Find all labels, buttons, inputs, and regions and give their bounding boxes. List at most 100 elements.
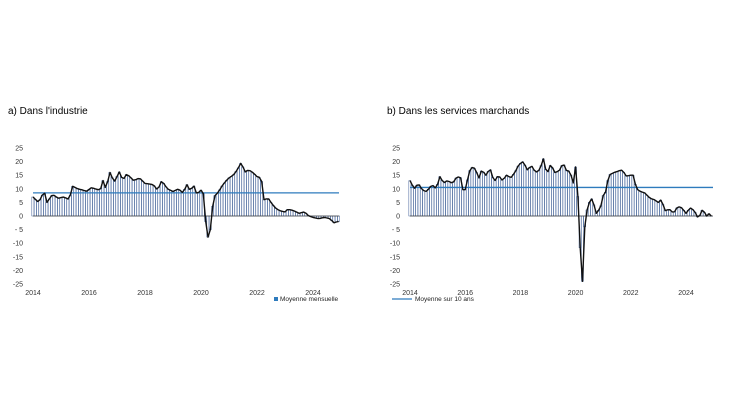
bar: [429, 186, 432, 217]
bar: [427, 189, 430, 217]
bar: [475, 172, 478, 217]
bar: [532, 169, 536, 217]
bar: [496, 176, 499, 217]
bar: [521, 161, 524, 217]
legend-swatch: [274, 297, 278, 301]
bar: [145, 183, 149, 217]
bar: [157, 186, 161, 217]
bar: [38, 199, 42, 217]
y-tick-label: 0: [396, 214, 400, 221]
bar: [124, 174, 128, 217]
bar: [171, 191, 175, 217]
bar: [654, 200, 658, 217]
y-tick-label: 10: [15, 186, 23, 193]
bar: [136, 178, 140, 217]
bar: [241, 166, 245, 217]
bar: [262, 199, 266, 217]
bar: [141, 180, 144, 217]
bar: [236, 167, 240, 217]
bar: [197, 192, 200, 217]
bar: [551, 167, 554, 217]
bar: [454, 177, 458, 217]
bar: [657, 202, 660, 217]
bar: [663, 210, 667, 217]
bar: [57, 197, 60, 217]
bar: [82, 190, 86, 217]
bar: [498, 176, 501, 217]
bar: [613, 172, 616, 217]
bar: [422, 190, 425, 217]
bar: [120, 177, 123, 217]
bar: [113, 180, 116, 217]
bar: [264, 198, 268, 217]
bar: [117, 171, 121, 217]
bar: [629, 174, 632, 217]
bar: [152, 185, 156, 217]
bar: [677, 206, 681, 217]
bar: [408, 180, 412, 217]
bar: [122, 178, 126, 217]
bar: [652, 199, 655, 217]
bar: [337, 215, 340, 222]
bar: [178, 189, 182, 217]
bar: [159, 181, 163, 217]
bar: [505, 174, 508, 217]
legend-label: Moyenne sur 10 ans: [415, 296, 475, 303]
y-tick-label: -15: [13, 254, 23, 261]
bar: [164, 186, 168, 217]
y-tick-label: 20: [15, 159, 23, 166]
bar: [150, 184, 154, 217]
bar: [500, 179, 504, 217]
y-tick-label: 15: [15, 173, 23, 180]
y-tick-label: 0: [19, 214, 23, 221]
bar: [103, 187, 107, 217]
bar: [52, 195, 56, 217]
bar: [528, 167, 531, 217]
bar: [199, 189, 203, 217]
x-tick-label: 2024: [305, 290, 321, 297]
legend-label: Moyenne mensuelle: [280, 296, 339, 303]
bar: [215, 193, 219, 217]
bar: [73, 187, 77, 217]
bar: [143, 183, 147, 217]
bar: [66, 198, 70, 217]
y-tick-label: 25: [15, 146, 23, 153]
bar: [491, 177, 494, 217]
x-tick-label: 2014: [25, 290, 41, 297]
bar: [512, 174, 515, 217]
bar: [255, 176, 259, 217]
bar: [484, 174, 488, 217]
bar: [507, 176, 511, 217]
bar: [567, 170, 570, 217]
bar: [436, 184, 439, 217]
bar: [514, 170, 517, 217]
bar: [624, 175, 628, 217]
bar: [640, 191, 644, 217]
bar: [473, 168, 476, 217]
bar: [131, 179, 135, 217]
bar: [47, 198, 51, 217]
bar: [502, 177, 506, 217]
bar: [445, 180, 448, 217]
y-tick-label: -25: [390, 282, 400, 289]
series-line: [409, 158, 712, 282]
bar: [516, 165, 520, 217]
bar: [539, 165, 543, 217]
bar: [456, 176, 460, 217]
y-tick-label: 5: [19, 200, 23, 207]
bar: [489, 169, 492, 217]
bar: [553, 172, 557, 217]
bar: [192, 185, 196, 217]
bar: [523, 165, 527, 217]
bar: [267, 198, 270, 217]
x-tick-label: 2022: [249, 290, 265, 297]
bar: [560, 165, 563, 217]
bar: [509, 177, 513, 217]
bar: [134, 179, 137, 217]
y-tick-label: -20: [390, 268, 400, 275]
bar: [127, 175, 130, 217]
bar: [486, 171, 490, 217]
y-tick-label: -20: [13, 268, 23, 275]
bar: [482, 171, 485, 217]
